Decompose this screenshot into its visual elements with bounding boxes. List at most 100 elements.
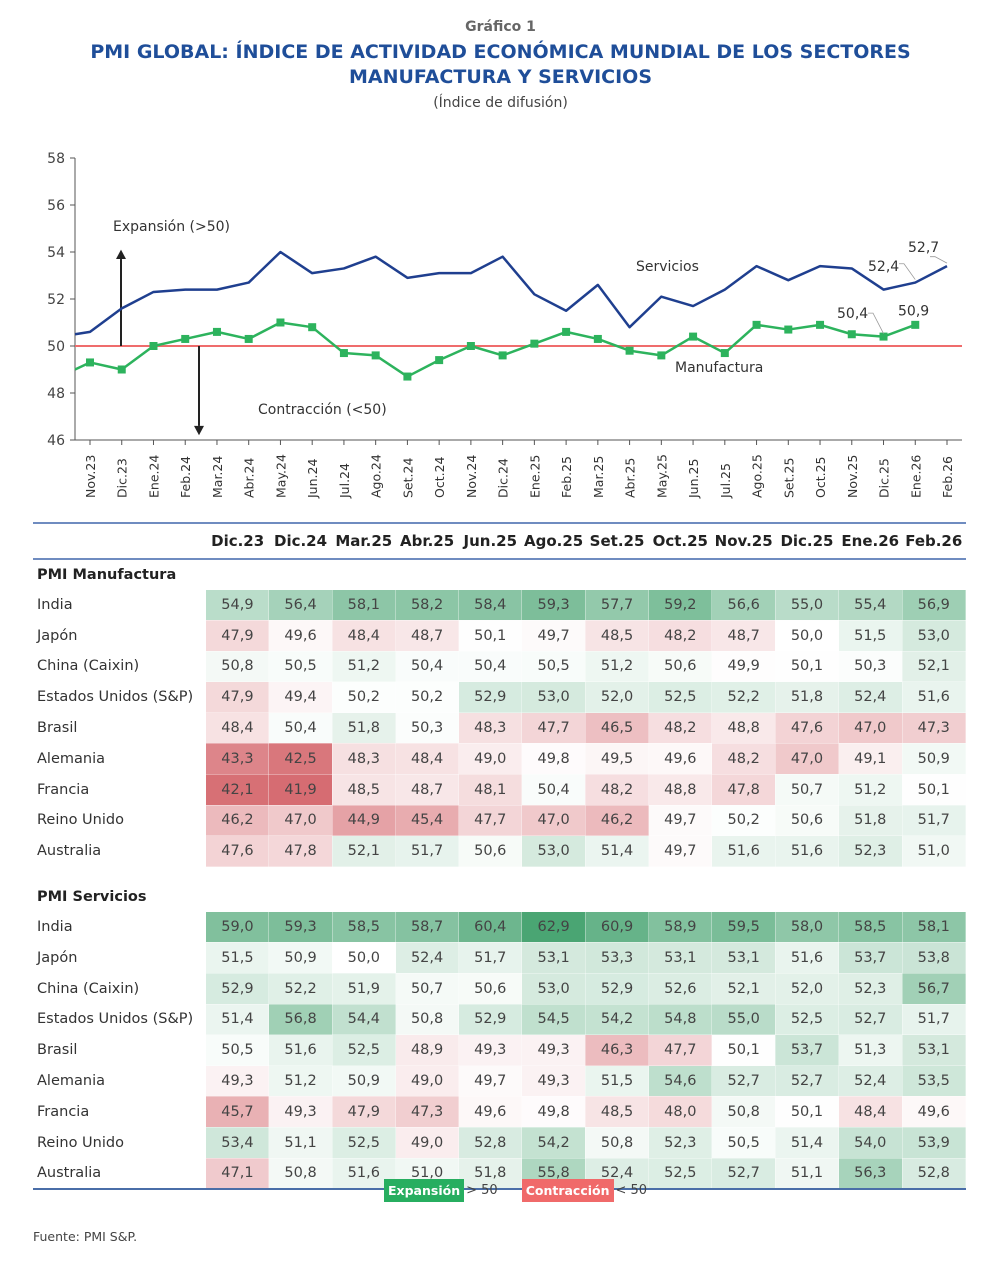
heatmap-cell: 50,2 [332, 681, 397, 714]
heatmap-cell: 52,7 [711, 1158, 776, 1191]
heatmap-cell: 49,5 [585, 743, 650, 775]
heatmap-cell: 47,7 [458, 805, 523, 837]
table-header-blank [33, 522, 207, 560]
heatmap-cell: 48,4 [206, 712, 270, 744]
country-label: Francia [37, 1103, 90, 1120]
manufactura-point [181, 334, 190, 343]
table-header-row: Dic.23 Dic.24 Mar.25 Abr.25 Jun.25 Ago.25 Set.… [33, 522, 966, 560]
data-label-leader [899, 263, 916, 280]
heatmap-cell: 48,2 [585, 774, 650, 806]
heatmap-cell: 52,7 [711, 1065, 776, 1097]
spacer-cell [33, 867, 966, 883]
heatmap-cell: 52,7 [775, 1065, 840, 1097]
heatmap-cell: 50,6 [648, 651, 713, 683]
x-tick-label: Mar.24 [210, 456, 225, 498]
heatmap-cell: 49,6 [902, 1096, 966, 1128]
heatmap-cell: 52,9 [206, 973, 270, 1005]
heatmap-cell: 54,4 [332, 1004, 397, 1036]
heatmap-cell: 47,0 [775, 743, 840, 775]
heatmap-cell: 50,7 [775, 774, 840, 806]
manufactura-point [593, 334, 602, 343]
manufactura-line [74, 321, 916, 378]
x-tick-label: Ago.24 [369, 454, 384, 498]
heatmap-cell: 54,9 [206, 590, 270, 621]
manufactura-point [149, 342, 158, 350]
heatmap-cell: 51,8 [775, 681, 840, 714]
heatmap-cell: 58,7 [395, 912, 460, 943]
country-label: Reino Unido [37, 1134, 124, 1151]
x-tick-label: May.25 [654, 454, 669, 498]
heatmap-cell: 58,5 [332, 912, 397, 943]
heatmap-cell: 50,5 [268, 651, 333, 683]
heatmap-cell: 45,7 [206, 1096, 270, 1128]
x-tick-label: Set.25 [781, 458, 796, 498]
heatmap-cell: 53,0 [521, 973, 586, 1005]
x-tick-label: Set.24 [400, 458, 415, 498]
heatmap-cell: 53,7 [838, 942, 903, 974]
chart-title-line-1: PMI GLOBAL: ÍNDICE DE ACTIVIDAD ECONÓMIC… [90, 41, 911, 63]
heatmap-cell: 53,1 [711, 942, 776, 974]
section-spacer [33, 867, 966, 883]
heatmap-cell: 49,7 [648, 805, 713, 837]
heatmap-cell: 48,4 [395, 743, 460, 775]
heatmap-cell: 50,6 [458, 835, 523, 868]
heatmap-cell: 49,3 [521, 1034, 586, 1067]
heatmap-cell: 56,6 [711, 590, 776, 621]
column-header: Dic.23 [206, 522, 269, 560]
heatmap-cell: 53,7 [775, 1034, 840, 1067]
heatmap-cell: 46,3 [585, 1034, 650, 1067]
heatmap-cell: 49,4 [268, 681, 333, 714]
heatmap-cell: 48,4 [332, 620, 397, 652]
heatmap-cell: 51,2 [332, 651, 397, 683]
heatmap-cell: 51,5 [206, 942, 270, 974]
heatmap-cell: 52,9 [458, 681, 523, 714]
table-row: Francia 42,1 41,9 48,5 48,7 48,1 50,4 48,2 48,8 4… [33, 774, 966, 806]
x-tick-label: Jun.25 [686, 459, 701, 499]
heatmap-cell: 52,5 [775, 1004, 840, 1036]
table-row: India 54,9 56,4 58,1 58,2 58,4 59,3 57,7 59,2 56,… [33, 590, 966, 621]
x-tick-label: Nov.25 [845, 455, 860, 498]
heatmap-cell: 52,1 [902, 651, 966, 683]
heatmap-cell: 52,1 [332, 835, 397, 868]
heatmap-cell: 42,5 [268, 743, 333, 775]
heatmap-cell: 48,5 [585, 620, 650, 652]
heatmap-cell: 50,7 [395, 973, 460, 1005]
table-row: China (Caixin) 50,8 50,5 51,2 50,4 50,4 50,5 51… [33, 651, 966, 683]
heatmap-cell: 48,7 [395, 774, 460, 806]
heatmap-cell: 51,8 [332, 712, 397, 744]
heatmap-cell: 54,0 [838, 1127, 903, 1159]
heatmap-cell: 59,3 [521, 590, 586, 621]
heatmap-cell: 50,9 [332, 1065, 397, 1097]
color-legend: Expansión > 50 Contracción < 50 [384, 1179, 671, 1202]
heatmap-cell: 48,3 [332, 743, 397, 775]
heatmap-cell: 59,3 [268, 912, 333, 943]
heatmap-cell: 50,8 [585, 1127, 650, 1159]
x-tick-label: Mar.25 [591, 456, 606, 498]
table-row: India 59,0 59,3 58,5 58,7 60,4 62,9 60,9 58,9 59,… [33, 912, 966, 943]
section-title: PMI Manufactura [37, 567, 177, 583]
heatmap-cell: 48,5 [585, 1096, 650, 1128]
heatmap-cell: 49,3 [521, 1065, 586, 1097]
heatmap-cell: 49,7 [521, 620, 586, 652]
heatmap-cell: 59,5 [711, 912, 776, 943]
heatmap-cell: 47,8 [711, 774, 776, 806]
servicios-line [74, 250, 948, 336]
heatmap-cell: 47,3 [902, 712, 966, 744]
heatmap-cell: 48,7 [711, 620, 776, 652]
heatmap-cell: 42,1 [206, 774, 270, 806]
manufactura-point [86, 358, 94, 367]
heatmap-cell: 60,4 [458, 912, 523, 943]
heatmap-cell: 51,4 [206, 1004, 270, 1036]
x-tick-label: Nov.23 [83, 455, 98, 498]
heatmap-cell: 52,0 [775, 973, 840, 1005]
heatmap-cell: 53,1 [902, 1034, 966, 1067]
heatmap-cell: 46,2 [585, 805, 650, 837]
heatmap-cell: 50,1 [775, 1096, 840, 1128]
contraction-arrow-head [194, 425, 204, 436]
manufactura-point [689, 332, 698, 341]
heatmap-cell: 52,3 [648, 1127, 713, 1159]
heatmap-cell: 53,5 [902, 1065, 966, 1097]
heatmap-cell: 52,9 [458, 1004, 523, 1036]
line-chart: 46 48 50 52 54 56 58 Nov.23 Dic.23 Ene.24 Feb.24 Ma… [47, 151, 962, 499]
heatmap-cell: 60,9 [585, 912, 650, 943]
